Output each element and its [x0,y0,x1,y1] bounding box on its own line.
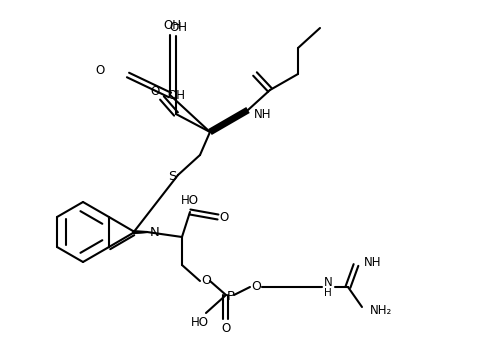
Text: O: O [251,280,261,294]
Text: OH: OH [167,89,185,102]
Text: O: O [95,64,105,76]
Text: OH: OH [163,18,181,32]
Text: P: P [227,290,235,304]
Text: H: H [324,288,332,298]
Text: NH₂: NH₂ [370,304,392,316]
Text: O: O [201,274,211,288]
Text: HO: HO [181,194,199,206]
Text: N: N [324,276,333,288]
Text: O: O [151,85,160,98]
Text: OH: OH [169,20,187,34]
Text: HO: HO [191,315,209,329]
Text: NH: NH [364,256,381,270]
Text: NH: NH [254,108,272,120]
Text: O: O [221,322,230,335]
Text: O: O [219,211,228,223]
Text: S: S [168,169,176,183]
Text: N: N [150,226,160,238]
